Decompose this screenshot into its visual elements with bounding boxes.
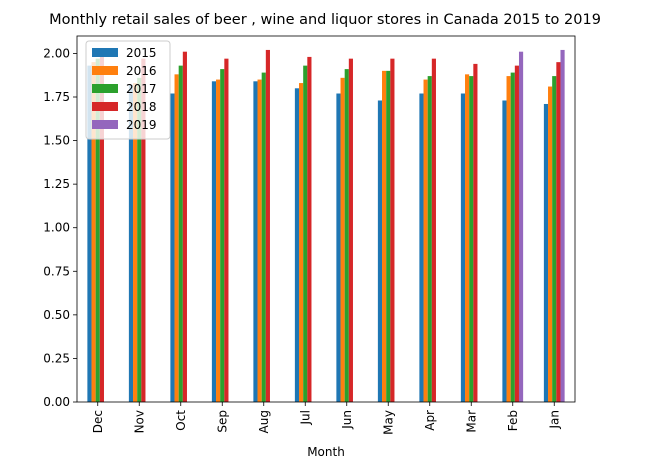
legend-label: 2016 [126, 64, 157, 78]
legend-label: 2018 [126, 100, 157, 114]
bar [544, 104, 548, 402]
bar [469, 76, 473, 402]
bar [175, 74, 179, 402]
x-tick-label: Nov [132, 410, 146, 433]
bar [179, 66, 183, 402]
y-tick-label: 1.75 [43, 90, 70, 104]
bar [212, 81, 216, 402]
bar [349, 59, 353, 402]
bar [461, 94, 465, 402]
x-tick-label: May [381, 410, 395, 435]
bar [519, 52, 523, 402]
bar [307, 57, 311, 402]
x-tick-label: Dec [91, 410, 105, 433]
x-tick-label: Jul [298, 410, 312, 425]
bar [183, 52, 187, 402]
x-tick-label: Sep [215, 410, 229, 433]
bar [473, 64, 477, 402]
y-tick-label: 0.75 [43, 264, 70, 278]
bar [511, 73, 515, 402]
bar [295, 88, 299, 402]
legend-swatch [92, 48, 118, 57]
legend-swatch [92, 120, 118, 129]
y-tick-label: 0.50 [43, 308, 70, 322]
bar [552, 76, 556, 402]
x-tick-label: Feb [506, 410, 520, 431]
x-tick-label: Oct [174, 410, 188, 431]
legend-label: 2017 [126, 82, 157, 96]
legend: 2015 2016 2017 2018 2019 [86, 41, 170, 139]
bar [253, 81, 257, 402]
bar [224, 59, 228, 402]
bar [378, 100, 382, 402]
bar [556, 62, 560, 402]
bar [336, 94, 340, 402]
bar [303, 66, 307, 402]
bar [548, 87, 552, 402]
x-axis-ticks: Dec Nov Oct Sep Aug Jul Jun May Apr Mar Feb Jan [91, 402, 562, 435]
x-tick-label: Jan [547, 410, 561, 430]
x-tick-label: Mar [464, 410, 478, 433]
bar [390, 59, 394, 402]
bar [258, 80, 262, 402]
legend-label: 2015 [126, 46, 157, 60]
bar [262, 73, 266, 402]
bar [220, 69, 224, 402]
bar [424, 80, 428, 402]
y-tick-label: 0.00 [43, 395, 70, 409]
y-tick-label: 1.50 [43, 134, 70, 148]
bar [345, 69, 349, 402]
y-tick-label: 2.00 [43, 46, 70, 60]
legend-swatch [92, 66, 118, 75]
bar [341, 78, 345, 402]
y-tick-label: 1.00 [43, 221, 70, 235]
bar [386, 71, 390, 402]
chart-title: Monthly retail sales of beer , wine and … [49, 12, 601, 28]
bar [560, 50, 564, 402]
legend-swatch [92, 84, 118, 93]
y-axis-ticks: 0.00 0.25 0.50 0.75 1.00 1.25 1.50 1.75 2.00 [43, 46, 77, 409]
bar [465, 74, 469, 402]
bar [507, 76, 511, 402]
legend-label: 2019 [126, 118, 157, 132]
bar [299, 83, 303, 402]
legend-swatch [92, 102, 118, 111]
y-tick-label: 1.25 [43, 177, 70, 191]
bar [502, 100, 506, 402]
x-axis-title: Month [307, 445, 345, 459]
bar [428, 76, 432, 402]
bar [382, 71, 386, 402]
bar [515, 66, 519, 402]
bar [170, 94, 174, 402]
bar [266, 50, 270, 402]
bar [432, 59, 436, 402]
bar [216, 80, 220, 402]
x-tick-label: Jun [340, 410, 354, 430]
bar [419, 94, 423, 402]
x-tick-label: Apr [423, 410, 437, 431]
y-tick-label: 0.25 [43, 351, 70, 365]
x-tick-label: Aug [257, 410, 271, 433]
